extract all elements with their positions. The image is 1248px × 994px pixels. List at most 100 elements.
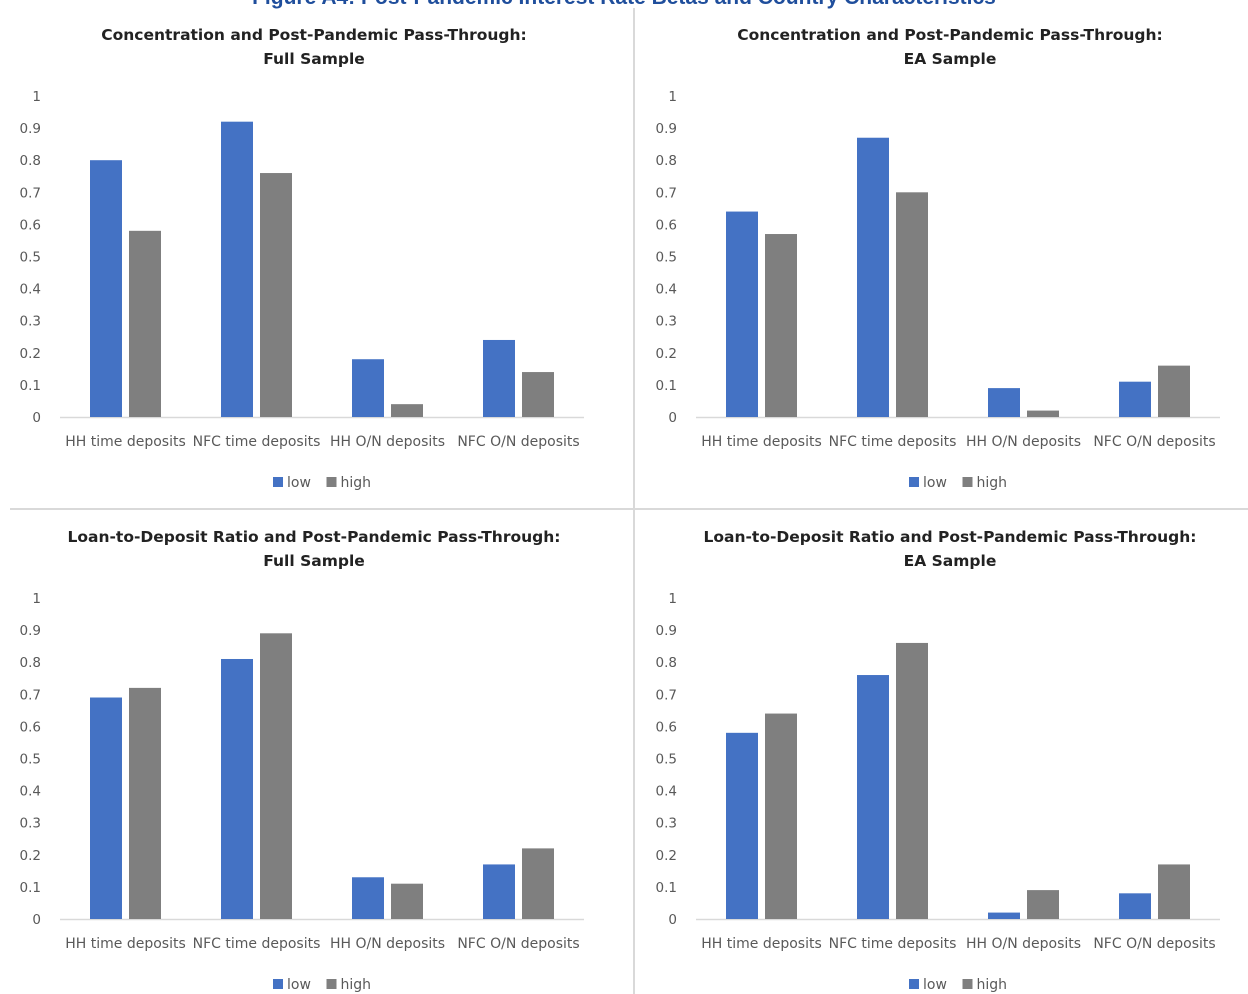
y-tick-label: 0.7 [20, 185, 41, 201]
bar-high [1027, 890, 1059, 919]
bar-low [857, 137, 889, 417]
y-tick-label: 0.6 [656, 719, 677, 735]
legend-swatch-high [326, 477, 337, 487]
y-tick-label: 0.5 [20, 250, 41, 266]
bar-low [1119, 893, 1151, 919]
chart-title: Concentration and Post-Pandemic Pass-Thr… [737, 26, 1163, 44]
y-tick-label: 0.7 [20, 687, 41, 703]
bar-low [352, 359, 384, 417]
legend-label-low: low [923, 977, 947, 993]
y-tick-label: 0.3 [20, 314, 41, 330]
y-tick-label: 0.2 [20, 346, 41, 362]
legend-label-high: high [341, 475, 372, 491]
chart-title: Loan-to-Deposit Ratio and Post-Pandemic … [67, 528, 560, 546]
chart-legend: low high [273, 977, 371, 993]
y-tick-label: 0.3 [656, 314, 677, 330]
bar-high [129, 230, 161, 417]
bar-low [221, 121, 253, 418]
x-category-label: HH O/N deposits [966, 434, 1081, 450]
bar-high [391, 404, 423, 417]
chart-subtitle: EA Sample [904, 552, 997, 570]
bar-low [221, 658, 253, 919]
bar-high [765, 234, 797, 417]
y-tick-label: 0.7 [656, 185, 677, 201]
chart-panel-concentration-full: Concentration and Post-Pandemic Pass-Thr… [0, 12, 612, 492]
legend-swatch-low [273, 979, 283, 989]
y-tick-label: 0.8 [656, 655, 677, 671]
legend-swatch-high [326, 979, 337, 989]
x-category-label: HH time deposits [701, 434, 822, 450]
x-category-label: HH O/N deposits [330, 936, 445, 952]
bar-high [522, 848, 554, 919]
chart-legend: low high [909, 475, 1007, 491]
y-tick-label: 0.9 [656, 623, 677, 639]
chart-subtitle: Full Sample [263, 552, 365, 570]
bar-high [1027, 410, 1059, 417]
y-tick-label: 0.8 [20, 153, 41, 169]
bar-high [260, 173, 292, 417]
y-tick-label: 0.5 [656, 250, 677, 266]
chart-panel-ltd-full: Loan-to-Deposit Ratio and Post-Pandemic … [0, 514, 612, 994]
chart-title: Loan-to-Deposit Ratio and Post-Pandemic … [703, 528, 1196, 546]
y-tick-label: 0.4 [20, 282, 41, 298]
bar-low [726, 211, 758, 417]
x-category-label: NFC O/N deposits [1093, 434, 1215, 450]
x-category-label: HH time deposits [65, 936, 186, 952]
bar-low [988, 388, 1020, 417]
y-tick-label: 0.2 [656, 346, 677, 362]
legend-label-high: high [977, 977, 1008, 993]
legend-label-low: low [287, 475, 311, 491]
x-category-label: NFC O/N deposits [457, 434, 579, 450]
y-tick-label: 0.6 [20, 217, 41, 233]
y-tick-label: 0.5 [656, 752, 677, 768]
chart-legend: low high [273, 475, 371, 491]
legend-label-low: low [287, 977, 311, 993]
chart-subtitle: Full Sample [263, 50, 365, 68]
bar-high [765, 713, 797, 919]
y-tick-label: 1 [668, 591, 677, 607]
bar-high [896, 192, 928, 417]
y-tick-label: 0.8 [656, 153, 677, 169]
bar-low [1119, 381, 1151, 417]
y-tick-label: 0.1 [20, 378, 41, 394]
bar-low [857, 675, 889, 919]
y-tick-label: 0.9 [656, 121, 677, 137]
bar-high [1158, 365, 1190, 417]
bar-chart-svg: Loan-to-Deposit Ratio and Post-Pandemic … [656, 528, 1220, 993]
chart-subtitle: EA Sample [904, 50, 997, 68]
bar-high [129, 687, 161, 919]
y-tick-label: 0.4 [656, 784, 677, 800]
bar-chart-svg: Concentration and Post-Pandemic Pass-Thr… [656, 26, 1220, 491]
legend-swatch-high [962, 477, 973, 487]
bar-low [483, 339, 515, 417]
y-tick-label: 0.3 [656, 816, 677, 832]
y-tick-label: 0 [668, 912, 677, 928]
legend-swatch-low [909, 477, 919, 487]
bar-low [483, 864, 515, 919]
y-tick-label: 0.7 [656, 687, 677, 703]
bar-chart-svg: Concentration and Post-Pandemic Pass-Thr… [20, 26, 584, 491]
x-category-label: NFC time deposits [193, 434, 321, 450]
bar-low [988, 912, 1020, 919]
y-tick-label: 0 [32, 410, 41, 426]
bar-low [90, 160, 122, 417]
y-tick-label: 1 [32, 89, 41, 105]
y-tick-label: 0.1 [20, 880, 41, 896]
y-tick-label: 0.5 [20, 752, 41, 768]
legend-swatch-high [962, 979, 973, 989]
y-tick-label: 0.4 [20, 784, 41, 800]
legend-label-high: high [977, 475, 1008, 491]
bar-high [391, 883, 423, 919]
chart-panel-ltd-ea: Loan-to-Deposit Ratio and Post-Pandemic … [636, 514, 1248, 994]
bar-high [896, 642, 928, 919]
x-category-label: NFC O/N deposits [457, 936, 579, 952]
x-category-label: NFC time deposits [829, 434, 957, 450]
y-tick-label: 0 [32, 912, 41, 928]
y-tick-label: 0.6 [20, 719, 41, 735]
y-tick-label: 1 [668, 89, 677, 105]
bar-low [352, 877, 384, 919]
bar-low [726, 732, 758, 919]
x-category-label: NFC O/N deposits [1093, 936, 1215, 952]
y-tick-label: 0.9 [20, 623, 41, 639]
legend-swatch-low [273, 477, 283, 487]
